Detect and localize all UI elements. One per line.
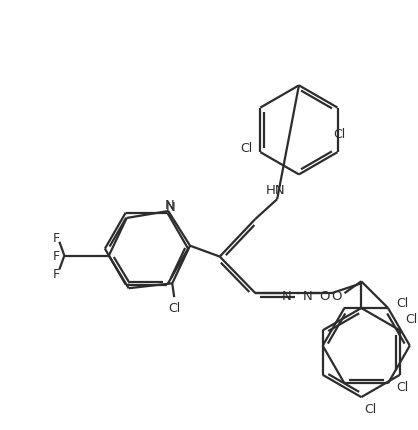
Text: F: F [52, 232, 59, 245]
Text: Cl: Cl [396, 380, 408, 393]
Text: HN: HN [265, 184, 285, 197]
Text: F: F [52, 249, 59, 262]
Text: Cl: Cl [396, 297, 408, 310]
Text: O: O [319, 289, 330, 302]
Text: N: N [166, 200, 175, 213]
Text: N: N [303, 289, 313, 302]
Text: F: F [52, 267, 59, 280]
Text: Cl: Cl [334, 128, 346, 141]
Text: Cl: Cl [364, 402, 377, 415]
Text: N: N [164, 199, 174, 212]
Text: Cl: Cl [168, 301, 180, 314]
Text: Cl: Cl [240, 141, 252, 154]
Text: N: N [282, 289, 292, 302]
Text: Cl: Cl [405, 313, 417, 326]
Text: O: O [331, 289, 342, 302]
